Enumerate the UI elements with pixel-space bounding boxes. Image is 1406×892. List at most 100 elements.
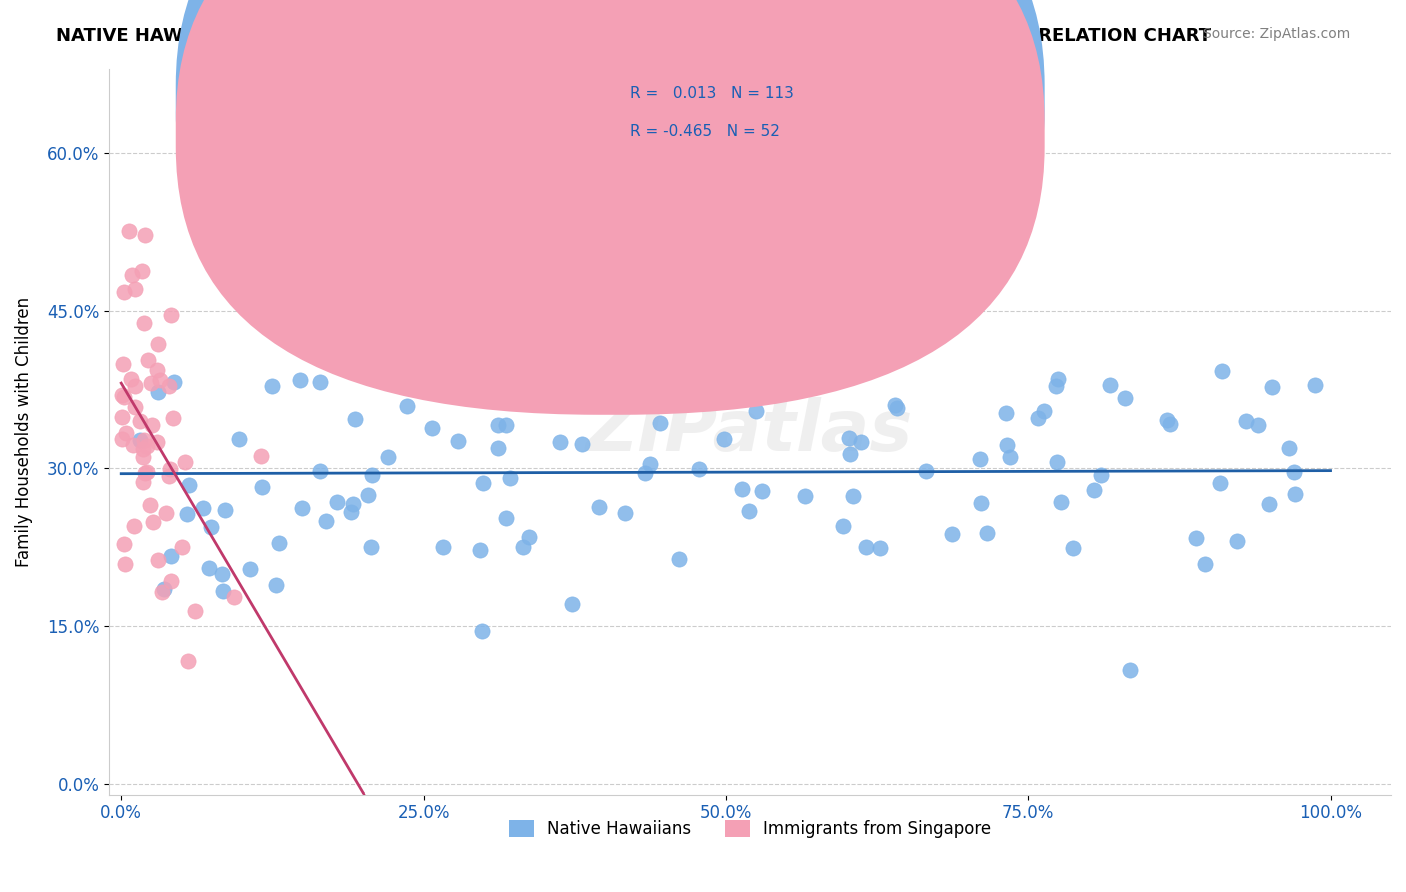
Point [172, 540, 194, 554]
Point [198, 561, 221, 575]
Point [831, 519, 853, 533]
Point [869, 541, 891, 555]
Point [252, 480, 274, 494]
Point [146, 363, 169, 377]
Point [176, 507, 198, 521]
Point [291, 500, 314, 515]
Point [132, 450, 155, 464]
Point [884, 398, 907, 412]
Point [134, 434, 156, 448]
Point [776, 345, 799, 359]
Point [512, 381, 534, 395]
Point [713, 433, 735, 447]
Point [447, 434, 470, 448]
Point [139, 498, 162, 512]
Point [141, 417, 163, 432]
Point [495, 511, 517, 525]
Point [748, 270, 770, 285]
Point [129, 414, 152, 428]
Point [731, 482, 754, 496]
Point [745, 403, 768, 417]
Point [142, 515, 165, 529]
Point [396, 399, 419, 413]
Point [160, 308, 183, 322]
Point [495, 417, 517, 432]
Point [1303, 377, 1326, 392]
Point [136, 440, 159, 454]
Point [588, 500, 610, 514]
Point [1156, 413, 1178, 427]
Point [1046, 372, 1069, 386]
Point [124, 282, 146, 296]
Point [214, 503, 236, 517]
Point [146, 337, 169, 351]
Point [340, 505, 363, 519]
Point [290, 373, 312, 387]
Point [315, 514, 337, 528]
Point [1258, 497, 1281, 511]
Point [714, 370, 737, 384]
Point [1211, 364, 1233, 378]
Point [266, 578, 288, 592]
Point [160, 574, 183, 589]
Point [326, 495, 349, 509]
Point [1062, 541, 1084, 556]
Point [751, 483, 773, 498]
Point [124, 379, 146, 393]
Point [211, 583, 233, 598]
Point [228, 432, 250, 446]
Y-axis label: Family Households with Children: Family Households with Children [15, 296, 32, 566]
Point [855, 540, 877, 554]
Point [613, 507, 636, 521]
Point [1050, 495, 1073, 509]
Point [668, 551, 690, 566]
Point [650, 416, 672, 430]
Point [470, 543, 492, 558]
Point [122, 438, 145, 452]
Text: Source: ZipAtlas.com: Source: ZipAtlas.com [1202, 27, 1350, 41]
Point [772, 285, 794, 299]
Point [269, 536, 291, 550]
Text: R =   0.013   N = 113: R = 0.013 N = 113 [630, 87, 794, 101]
Point [157, 379, 180, 393]
Point [132, 316, 155, 330]
Point [458, 375, 481, 389]
Point [550, 435, 572, 450]
Point [1046, 455, 1069, 469]
Point [111, 357, 134, 371]
Point [1098, 378, 1121, 392]
Point [211, 567, 233, 582]
Point [839, 447, 862, 461]
Point [191, 500, 214, 515]
Point [472, 476, 495, 491]
Point [886, 401, 908, 415]
Point [200, 520, 222, 534]
Point [432, 540, 454, 554]
Point [132, 475, 155, 490]
Point [150, 585, 173, 599]
Point [124, 401, 146, 415]
Point [995, 437, 1018, 451]
Point [1284, 487, 1306, 501]
Point [361, 468, 384, 483]
Point [1194, 557, 1216, 571]
Point [519, 529, 541, 543]
Point [131, 264, 153, 278]
Point [112, 285, 135, 299]
Point [794, 489, 817, 503]
Point [571, 436, 593, 450]
Point [136, 353, 159, 368]
Point [222, 591, 245, 605]
Point [120, 372, 142, 386]
Point [377, 450, 399, 465]
Point [976, 525, 998, 540]
Point [1226, 533, 1249, 548]
Text: ZIPatlas: ZIPatlas [586, 397, 914, 467]
Point [1033, 403, 1056, 417]
Point [163, 375, 186, 389]
Point [121, 268, 143, 282]
Point [941, 526, 963, 541]
Point [112, 536, 135, 550]
Point [177, 654, 200, 668]
Point [159, 462, 181, 476]
